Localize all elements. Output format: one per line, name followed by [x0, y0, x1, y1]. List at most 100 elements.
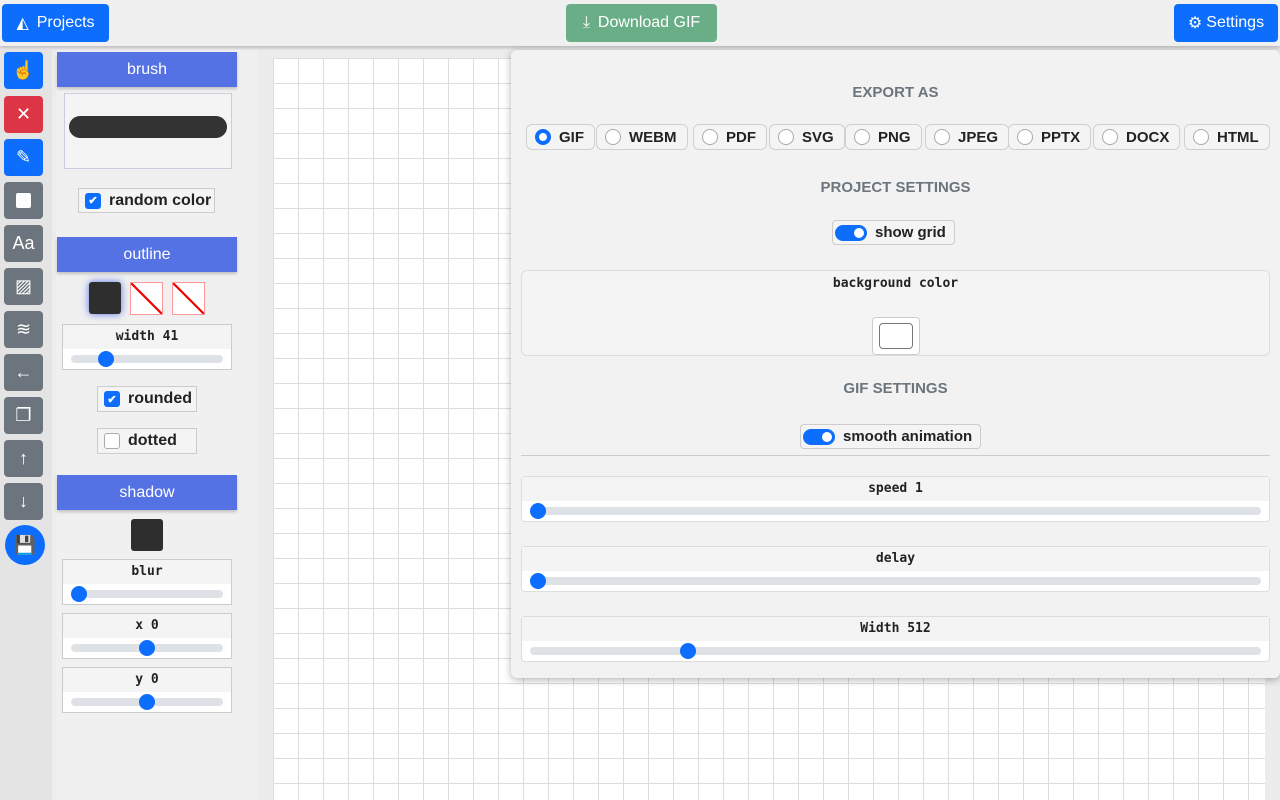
arrow-up-icon: ↑ — [19, 448, 28, 468]
toggle-switch-icon — [803, 428, 835, 445]
save-icon: 💾 — [13, 534, 37, 555]
arrow-down-icon: ↓ — [19, 491, 28, 511]
show-grid-toggle[interactable]: show grid — [832, 220, 955, 245]
check-icon: ✔ — [85, 192, 101, 209]
gear-icon: ⚙ — [1187, 15, 1203, 32]
slider-thumb[interactable] — [71, 586, 87, 602]
select-tool-button[interactable]: ☝ — [4, 52, 43, 89]
duplicate-button[interactable]: ❐ — [4, 397, 43, 434]
brush-tool-button[interactable]: ✎ — [4, 139, 43, 176]
download-gif-button[interactable]: ⤓ Download GIF — [566, 4, 717, 42]
check-icon: ✔ — [104, 391, 120, 407]
checkbox-icon — [104, 433, 120, 449]
pointer-hand-icon: ☝ — [12, 60, 35, 80]
delay-slider[interactable]: delay — [521, 546, 1270, 592]
blur-slider[interactable]: blur — [62, 559, 232, 605]
arrow-left-icon: ← — [14, 362, 33, 382]
background-color-label: background color — [832, 276, 959, 291]
radio-icon — [1102, 129, 1118, 145]
smooth-animation-toggle[interactable]: smooth animation — [800, 424, 982, 449]
slider-thumb[interactable] — [530, 573, 546, 589]
slider-thumb[interactable] — [98, 351, 115, 367]
format-radio-html[interactable]: HTML — [1184, 124, 1270, 150]
no-color-swatch[interactable] — [130, 282, 163, 315]
radio-icon — [934, 129, 950, 145]
image-tool-button[interactable]: ▨ — [4, 268, 43, 305]
projects-button[interactable]: ◭ Projects — [2, 4, 109, 42]
width-slider[interactable]: Width 512 — [521, 616, 1270, 662]
format-radio-pptx[interactable]: PPTX — [1008, 124, 1092, 150]
save-button[interactable]: 💾 — [5, 525, 45, 565]
format-radio-docx[interactable]: DOCX — [1093, 124, 1181, 150]
format-label: SVG — [802, 128, 834, 146]
brush-icon: ✎ — [15, 147, 32, 167]
delete-button[interactable]: ✕ — [4, 96, 43, 133]
layers-button[interactable]: ≋ — [4, 311, 43, 348]
properties-panel: brush ✔ random color outline width 41 ✔ ro… — [56, 50, 258, 800]
shadow-header: shadow — [57, 475, 237, 510]
format-label: GIF — [559, 128, 584, 146]
toggle-switch-icon — [835, 224, 867, 241]
tool-sidebar: ☝ ✕ ✎ Aa ▨ ≋ ← ❐ ↑ ↓ 💾 — [0, 50, 52, 800]
background-color-picker[interactable] — [872, 317, 920, 355]
format-label: PNG — [878, 128, 911, 146]
slider-thumb[interactable] — [680, 643, 697, 659]
format-radio-gif[interactable]: GIF — [526, 124, 595, 150]
outline-width-slider[interactable]: width 41 — [62, 324, 232, 370]
brush-header: brush — [57, 52, 237, 87]
outline-color-swatch[interactable] — [89, 282, 121, 314]
send-backward-button[interactable]: ↓ — [4, 483, 43, 520]
format-radio-webm[interactable]: WEBM — [596, 124, 688, 150]
format-radio-png[interactable]: PNG — [845, 124, 922, 150]
divider — [521, 455, 1270, 456]
radio-icon — [778, 129, 794, 145]
close-icon: ✕ — [15, 104, 32, 124]
format-label: PPTX — [1041, 128, 1081, 146]
shadow-color-swatch[interactable] — [131, 519, 163, 551]
export-title: EXPORT AS — [852, 84, 939, 101]
format-radio-jpeg[interactable]: JPEG — [925, 124, 1010, 150]
format-label: DOCX — [1126, 128, 1170, 146]
shadow-x-slider[interactable]: x 0 — [62, 613, 232, 659]
shadow-y-slider[interactable]: y 0 — [62, 667, 232, 713]
speed-slider[interactable]: speed 1 — [521, 476, 1270, 522]
text-icon: Aa — [12, 233, 35, 253]
shapes-icon: ◭ — [16, 15, 29, 32]
radio-icon — [1017, 129, 1033, 145]
project-settings-title: PROJECT SETTINGS — [820, 179, 971, 196]
shape-tool-button[interactable] — [4, 182, 43, 219]
copy-icon: ❐ — [15, 405, 32, 425]
slider-thumb[interactable] — [530, 503, 546, 519]
download-icon: ⤓ — [582, 14, 590, 31]
square-icon — [16, 193, 31, 208]
format-label: HTML — [1217, 128, 1259, 146]
radio-icon — [702, 129, 718, 145]
undo-button[interactable]: ← — [4, 354, 43, 391]
outline-header: outline — [57, 237, 237, 272]
slider-thumb[interactable] — [139, 640, 155, 656]
text-tool-button[interactable]: Aa — [4, 225, 43, 262]
no-color-swatch[interactable] — [172, 282, 205, 315]
slider-thumb[interactable] — [139, 694, 155, 710]
format-label: PDF — [726, 128, 756, 146]
settings-popup: EXPORT AS GIF WEBM PDF SVG PNG JPEG PPTX DOCX HT… — [511, 50, 1280, 678]
format-label: JPEG — [958, 128, 999, 146]
brush-preview — [64, 93, 232, 169]
image-icon: ▨ — [14, 276, 32, 296]
rounded-checkbox[interactable]: ✔ rounded — [97, 386, 197, 412]
gif-settings-title: GIF SETTINGS — [843, 380, 948, 397]
format-radio-svg[interactable]: SVG — [769, 124, 845, 150]
settings-button[interactable]: ⚙ Settings — [1174, 4, 1278, 42]
random-color-checkbox[interactable]: ✔ random color — [78, 188, 215, 213]
top-bar: ◭ Projects ⤓ Download GIF ⚙ Settings — [0, 0, 1280, 46]
format-radio-pdf[interactable]: PDF — [693, 124, 767, 150]
radio-icon — [605, 129, 621, 145]
layers-icon: ≋ — [15, 319, 32, 339]
radio-icon — [535, 129, 551, 145]
radio-icon — [1193, 129, 1209, 145]
dotted-checkbox[interactable]: dotted — [97, 428, 197, 454]
radio-icon — [854, 129, 870, 145]
background-color-box: background color — [521, 270, 1270, 356]
bring-forward-button[interactable]: ↑ — [4, 440, 43, 477]
format-label: WEBM — [629, 128, 677, 146]
